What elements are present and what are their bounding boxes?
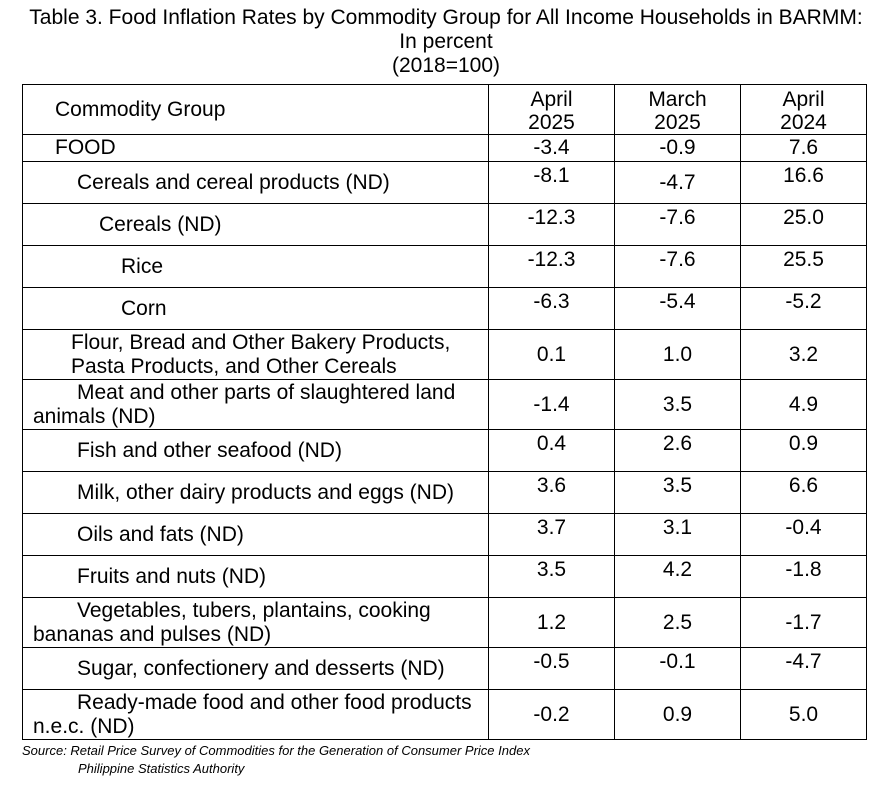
cell-value: -1.4 [488,379,615,430]
table-row: Corn -6.3 -5.4 -5.2 [22,287,867,330]
row-label-line-2: animals (ND) [33,404,156,428]
row-label: Sugar, confectionery and desserts (ND) [22,647,489,690]
cell-value: -5.2 [740,287,867,330]
table-row: Meat and other parts of slaughtered land… [22,379,867,430]
cell-value: -1.7 [740,597,867,648]
cell-value: -3.4 [488,134,615,162]
header-month: April [782,87,825,111]
cell-value: -6.3 [488,287,615,330]
cell-value: -0.4 [740,513,867,556]
cell-value: 3.6 [488,471,615,514]
cell-value: 2.5 [614,597,741,648]
table-row: Vegetables, tubers, plantains, cooking b… [22,597,867,648]
table-row: Fish and other seafood (ND) 0.4 2.6 0.9 [22,429,867,472]
cell-value: -5.4 [614,287,741,330]
row-label: Flour, Bread and Other Bakery Products, … [22,329,489,380]
cell-value: 3.5 [614,379,741,430]
table-row: Cereals (ND) -12.3 -7.6 25.0 [22,203,867,246]
row-label: Oils and fats (ND) [22,513,489,556]
cell-value: -4.7 [740,647,867,690]
row-label: Ready-made food and other food products … [22,689,489,740]
row-label: Meat and other parts of slaughtered land… [22,379,489,430]
cell-value: -8.1 [488,161,615,204]
source-note: Source: Retail Price Survey of Commoditi… [22,742,530,778]
table-row: Ready-made food and other food products … [22,689,867,740]
row-label: Corn [22,287,489,330]
row-label-line-1: Vegetables, tubers, plantains, cooking [77,598,431,622]
cell-value: 0.9 [614,689,741,740]
cell-value: -0.1 [614,647,741,690]
table-row: Sugar, confectionery and desserts (ND) -… [22,647,867,690]
table-row: FOOD -3.4 -0.9 7.6 [22,134,867,162]
cell-value: 3.1 [614,513,741,556]
table-row: Flour, Bread and Other Bakery Products, … [22,329,867,380]
cell-value: -0.5 [488,647,615,690]
row-label-line-2: Pasta Products, and Other Cereals [71,354,397,378]
row-label-line-1: Ready-made food and other food products [77,690,472,714]
header-commodity-group: Commodity Group [22,84,489,135]
row-label: Cereals and cereal products (ND) [22,161,489,204]
source-line-2: Philippine Statistics Authority [78,761,245,776]
row-label: Rice [22,245,489,288]
row-label: Milk, other dairy products and eggs (ND) [22,471,489,514]
cell-value: -0.2 [488,689,615,740]
row-label-line-2: n.e.c. (ND) [33,714,135,738]
source-line-1: Source: Retail Price Survey of Commoditi… [22,743,530,758]
cell-value: 0.1 [488,329,615,380]
header-april-2024: April 2024 [740,84,867,135]
header-march-2025: March 2025 [614,84,741,135]
cell-value: -7.6 [614,203,741,246]
food-inflation-table: Commodity Group April 2025 March 2025 Ap… [22,84,867,740]
header-april-2025: April 2025 [488,84,615,135]
cell-value: 5.0 [740,689,867,740]
cell-value: 4.9 [740,379,867,430]
header-year: 2025 [654,110,701,134]
row-label-line-2: bananas and pulses (ND) [33,622,272,646]
table-row: Rice -12.3 -7.6 25.5 [22,245,867,288]
cell-value: -0.9 [614,134,741,162]
cell-value: 3.7 [488,513,615,556]
header-year: 2025 [528,110,575,134]
cell-value: 25.5 [740,245,867,288]
cell-value: -12.3 [488,203,615,246]
cell-value: 0.9 [740,429,867,472]
cell-value: 1.2 [488,597,615,648]
row-label-line-1: Meat and other parts of slaughtered land [77,380,456,404]
header-year: 2024 [780,110,827,134]
cell-value: 3.5 [614,471,741,514]
row-label: Vegetables, tubers, plantains, cooking b… [22,597,489,648]
header-row: Commodity Group April 2025 March 2025 Ap… [22,84,867,135]
cell-value: 7.6 [740,134,867,162]
row-label: Fish and other seafood (ND) [22,429,489,472]
cell-value: 3.5 [488,555,615,598]
cell-value: -7.6 [614,245,741,288]
table-row: Milk, other dairy products and eggs (ND)… [22,471,867,514]
title-line-2: In percent [399,30,493,53]
row-label-line-1: Flour, Bread and Other Bakery Products, [71,330,451,354]
cell-value: -12.3 [488,245,615,288]
cell-value: 3.2 [740,329,867,380]
cell-value: 4.2 [614,555,741,598]
cell-value: 1.0 [614,329,741,380]
title-line-3: (2018=100) [391,54,500,77]
cell-value: 2.6 [614,429,741,472]
row-label: FOOD [22,134,489,162]
table-row: Fruits and nuts (ND) 3.5 4.2 -1.8 [22,555,867,598]
title-line-1: Table 3. Food Inflation Rates by Commodi… [29,6,863,29]
cell-value: 0.4 [488,429,615,472]
header-month: April [530,87,573,111]
cell-value: 25.0 [740,203,867,246]
table-row: Oils and fats (ND) 3.7 3.1 -0.4 [22,513,867,556]
header-month: March [648,87,707,111]
table-row: Cereals and cereal products (ND) -8.1 -4… [22,161,867,204]
cell-value: -4.7 [614,161,741,204]
cell-value: -1.8 [740,555,867,598]
row-label: Cereals (ND) [22,203,489,246]
cell-value: 6.6 [740,471,867,514]
table-title: Table 3. Food Inflation Rates by Commodi… [0,6,892,78]
row-label: Fruits and nuts (ND) [22,555,489,598]
cell-value: 16.6 [740,161,867,204]
